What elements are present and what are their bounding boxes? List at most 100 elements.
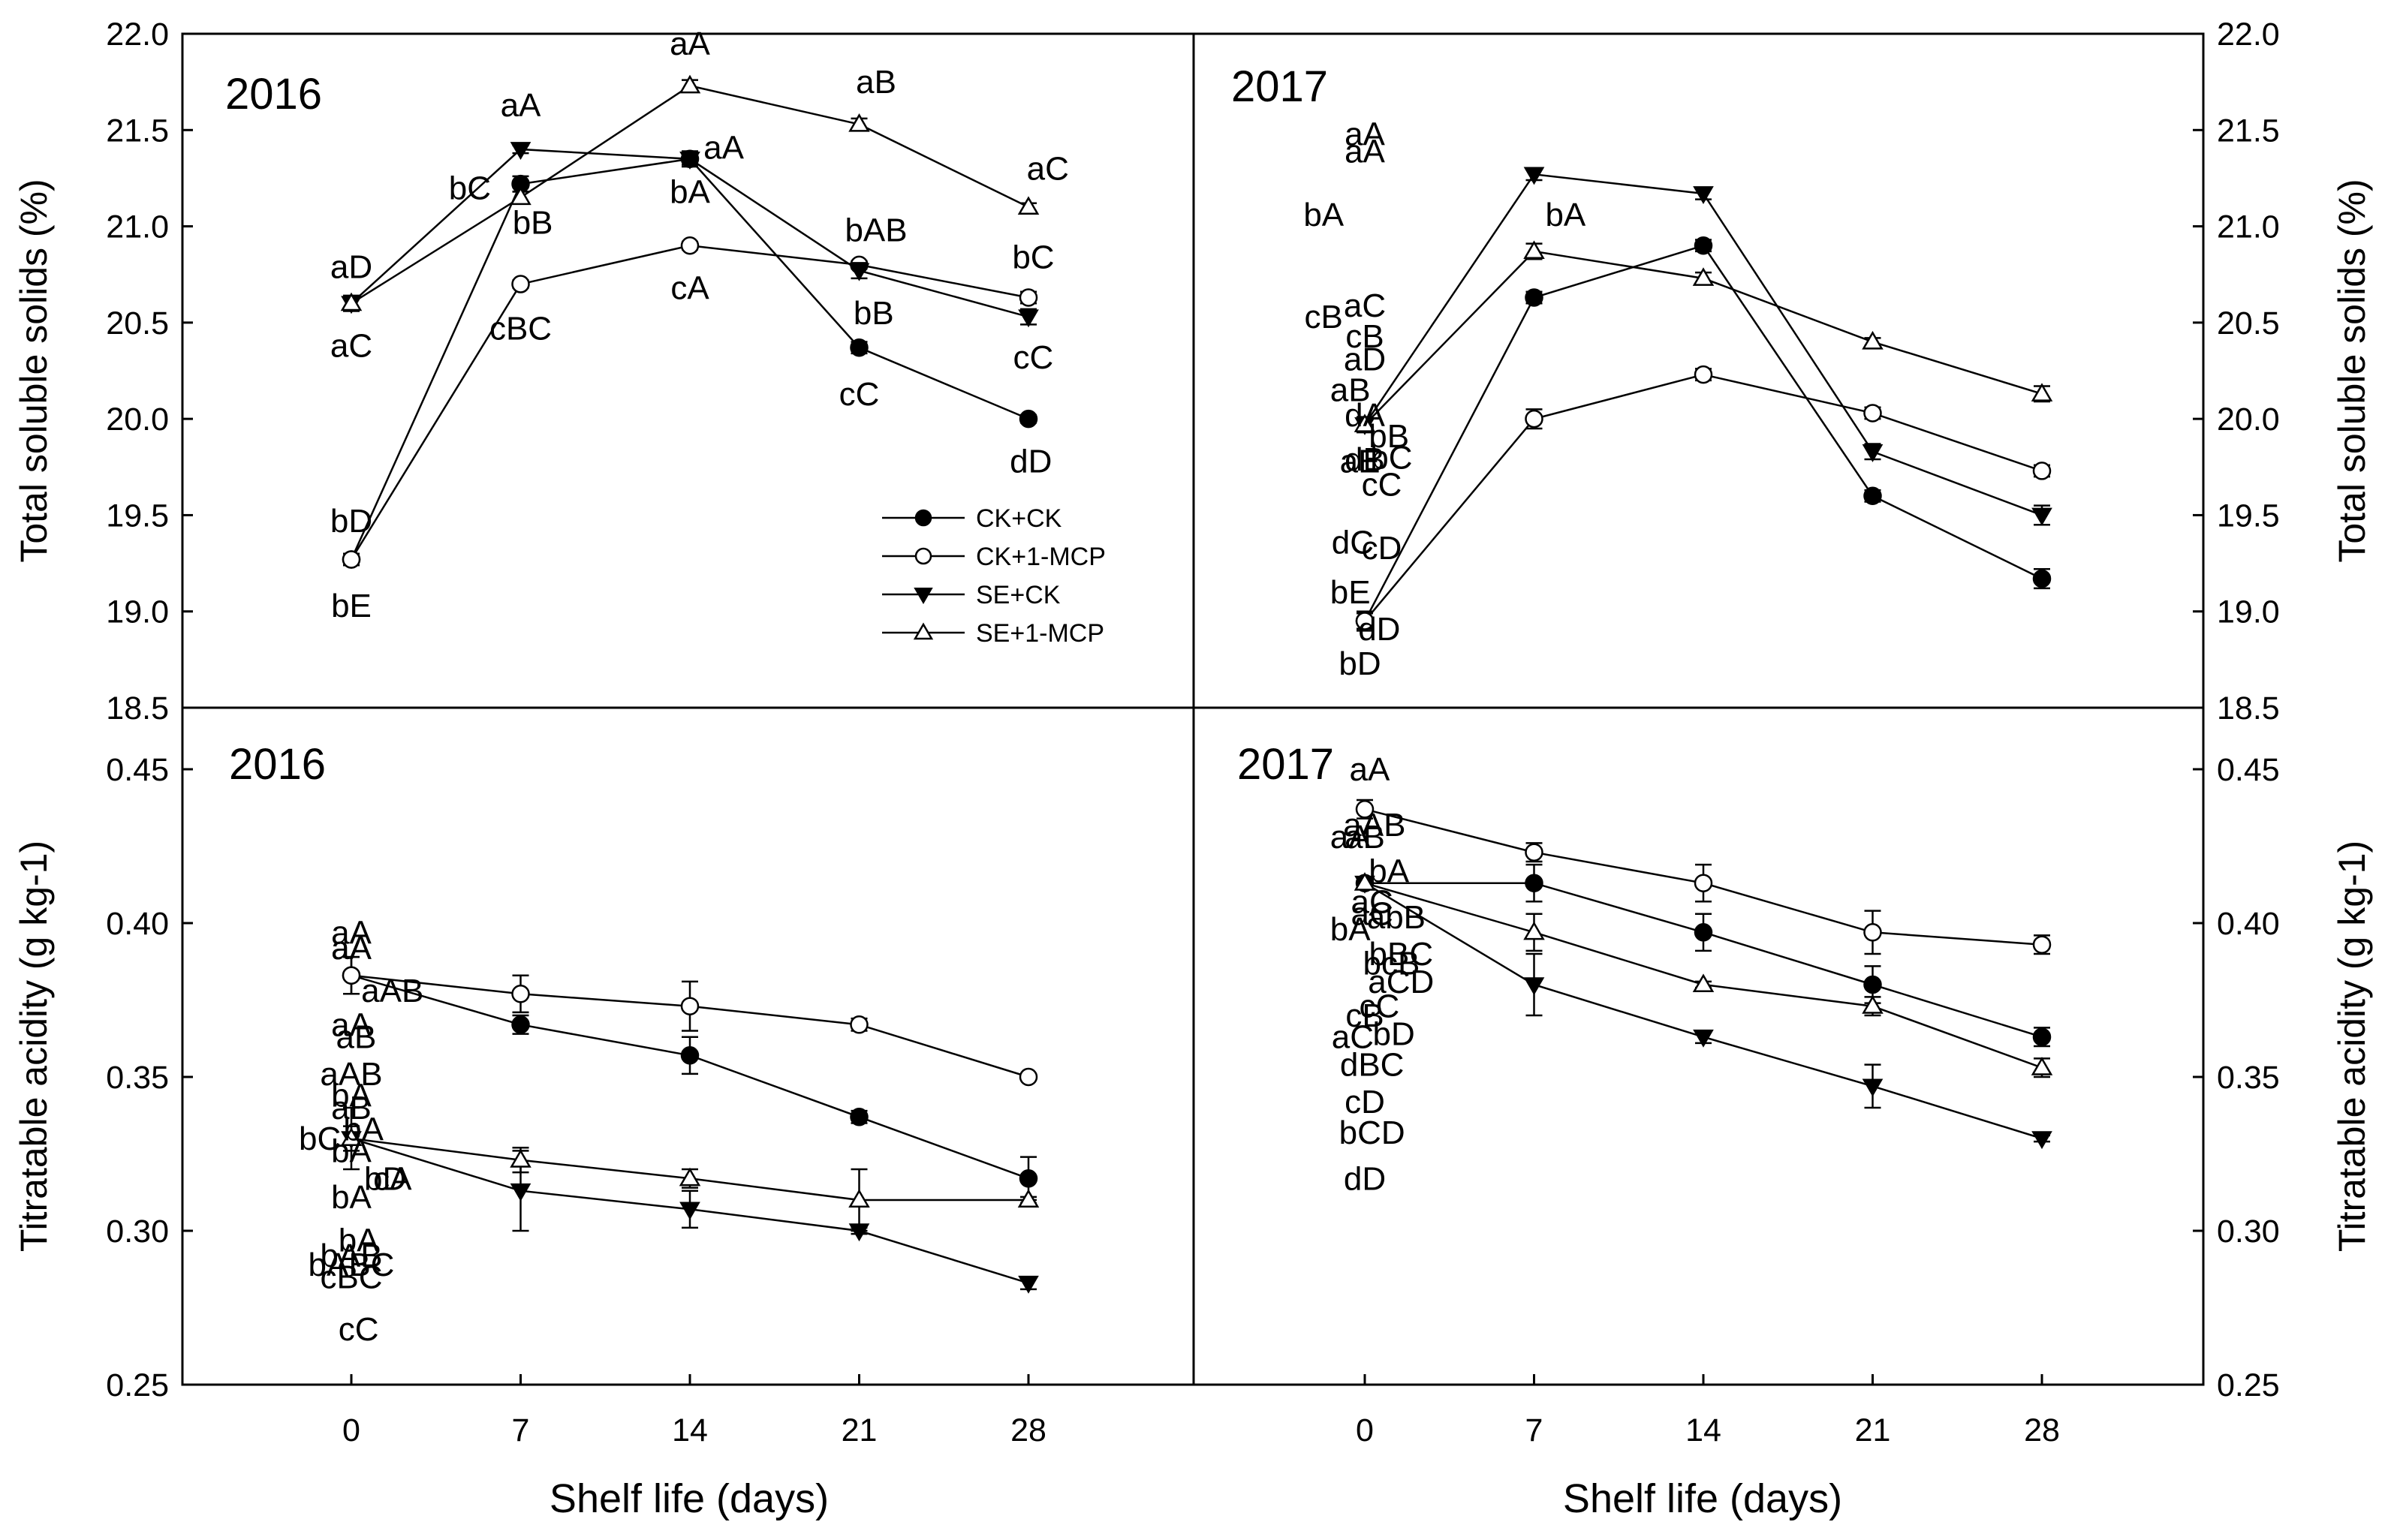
annotation-label: cC [839,376,880,413]
annotation-label: cC [1362,466,1402,503]
annotation-label: dD [1010,444,1052,480]
annotation-label: aD [330,248,372,285]
panels: 18.5 19.0 19.5 20.0 20.5 21.0 21.5 22.0 Total so… [13,17,2373,1403]
data-point [1017,196,1040,215]
data-point [1525,288,1543,307]
data-point [850,338,869,357]
annotation-label: bC [1370,439,1412,476]
annotation-label: aA [703,129,744,166]
annotation-label: bD [1339,645,1381,682]
x-tick-label: 28 [1010,1412,1046,1448]
data-point [342,550,361,569]
data-point [1693,1029,1714,1048]
annotation-label: cBC [489,311,552,347]
data-point [1354,414,1376,432]
data-point [1692,973,1715,993]
annotation-label: aC [1351,883,1393,920]
data-point [848,263,870,281]
legend-marker [914,547,932,565]
annotation-label: bAB [320,1238,382,1274]
y-tick-label: 20.0 [106,402,169,438]
series-line [1363,173,2043,516]
data-point [1694,923,1713,942]
data-point [848,113,870,132]
annotations: aAaAbAbAaABabBbcBcBaBbBCcCdBCaCaCDaCbCDa… [1330,751,1435,1197]
annotation-label: bD [1373,1016,1415,1053]
data-point [2031,1057,2053,1075]
series-line [350,158,1029,560]
series-CK+CK [342,149,1038,569]
x-axes: 0 7 14 21 28 Shelf life (days) 0 7 14 21 28 Shelf l… [342,1374,2060,1521]
annotation-label: aB [856,64,896,101]
data-point [1523,167,1545,185]
data-point [1523,977,1545,996]
annotation-label: bA [331,1132,372,1169]
annotation-label: aD [1344,341,1386,378]
annotation-label: bE [1330,574,1371,611]
annotation-label: cBC [320,1259,382,1296]
panel-ta-2016: 0.25 0.30 0.35 0.40 0.45 Titratable acidity (… [13,740,1040,1403]
series-CK+1-MCP [342,955,1038,1087]
annotation-label: aC [1332,1019,1374,1056]
data-point [848,1189,870,1208]
annotation-label: bB [1369,418,1409,455]
panel-title: 2016 [229,740,326,789]
annotation-label: bD [330,503,372,540]
data-point [1862,330,1884,350]
annotation-label: aAB [361,973,423,1009]
series-SE+1-MCP [340,1125,1040,1232]
y-tick-label: 19.0 [2217,594,2280,630]
data-point [1694,874,1713,892]
data-point [1019,288,1038,307]
data-point [2032,935,2052,954]
series-line [1363,244,2043,622]
legend-entry: SE+CK [882,581,1061,609]
legend-label: SE+CK [976,581,1061,609]
panel-title: 2016 [225,70,322,119]
annotation-label: bA [1330,911,1371,948]
figure-frame [181,32,2205,1386]
annotation-label: bA [1303,197,1344,233]
y-tick-label: 18.5 [106,690,169,726]
y-tick-label: 21.5 [106,113,169,149]
y-tick-label: 0.30 [2217,1214,2280,1250]
data-point [1693,186,1714,205]
annotation-label: aB [1330,372,1371,409]
y-tick-label: 0.40 [2217,906,2280,942]
annotation-label: aA [331,1006,372,1043]
data-point [1863,975,1882,994]
data-point [679,74,701,94]
y-tick-label: 19.5 [2217,498,2280,534]
annotation-label: aC [1344,287,1386,324]
series-CK+1-MCP [1355,365,2052,632]
annotation-label: cC [339,1311,379,1348]
data-point [1525,874,1543,892]
annotation-label: aA [1350,751,1390,788]
y-tick-label: 20.0 [2217,402,2280,438]
legend-label: CK+CK [976,504,1062,533]
data-point [2032,1027,2052,1046]
annotation-label: aAB [320,1056,382,1093]
legend-entry: SE+1-MCP [882,619,1104,648]
annotation-label: bE [331,588,372,624]
annotation-label: aA [331,930,372,967]
x-tick-label: 0 [1356,1412,1374,1448]
annotations: aD aC bD bE aA bC bB cBC aA aA bA cA aB bAB bB cC aC bC cC… [330,26,1069,624]
data-point [1355,800,1375,819]
data-point [1862,444,1884,462]
data-point [1019,1169,1038,1188]
data-point [1863,404,1882,423]
y-tick-label: 0.30 [106,1214,169,1250]
annotation-label: bA [339,1222,379,1259]
annotation-label: dA [1345,397,1385,434]
legend-marker [914,509,932,527]
data-point [511,1015,530,1034]
annotation-label: cD [1362,530,1402,567]
panel-ta-2017: 0.25 0.30 0.35 0.40 0.45 Titratable acidity (… [1237,740,2373,1403]
x-tick-label: 0 [342,1412,360,1448]
data-point [1017,1189,1040,1208]
y-tick-label: 22.0 [106,17,169,53]
legend-marker [914,588,933,604]
y-tick-label: 0.25 [106,1367,169,1403]
annotation-label: bA [331,1179,372,1216]
